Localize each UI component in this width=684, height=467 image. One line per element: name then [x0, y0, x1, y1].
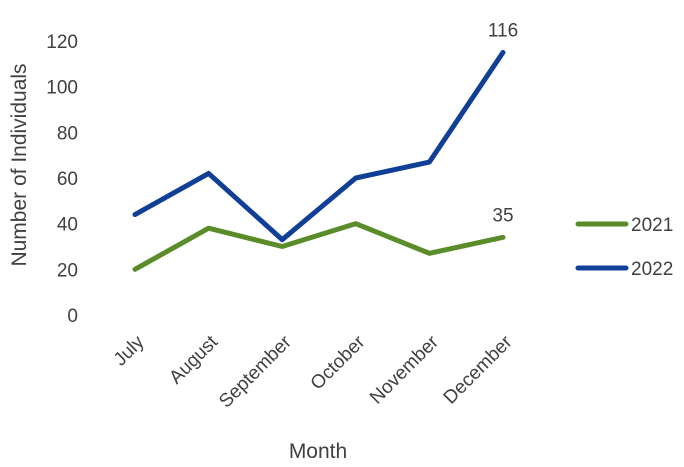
y-axis-ticks: 0 20 40 60 80 100 120 [46, 32, 78, 327]
legend-label-2021: 2021 [631, 215, 673, 236]
y-tick-label: 100 [46, 78, 78, 99]
y-tick-label: 120 [46, 32, 78, 53]
data-label-2021-december: 35 [492, 205, 513, 226]
data-labels: 116 35 [488, 20, 518, 226]
data-label-2022-december: 116 [488, 20, 518, 41]
series-line-2022 [132, 49, 506, 243]
series-line-2021 [132, 221, 506, 272]
x-tick-label: December [440, 331, 517, 408]
x-tick-label: September [215, 331, 296, 412]
x-tick-label: November [366, 331, 443, 408]
series-lines [132, 49, 506, 272]
legend: 2021 2022 [575, 215, 673, 280]
y-tick-label: 60 [57, 169, 78, 190]
y-axis-title: Number of Individuals [8, 63, 31, 266]
y-tick-label: 40 [57, 215, 78, 236]
y-tick-label: 80 [57, 123, 78, 144]
x-tick-label: October [307, 331, 370, 394]
x-axis-title: Month [289, 440, 347, 463]
y-tick-label: 20 [57, 260, 78, 281]
x-tick-label: July [110, 331, 149, 370]
x-tick-label: August [165, 331, 222, 388]
y-tick-label: 0 [67, 306, 78, 327]
legend-label-2022: 2022 [631, 259, 673, 280]
